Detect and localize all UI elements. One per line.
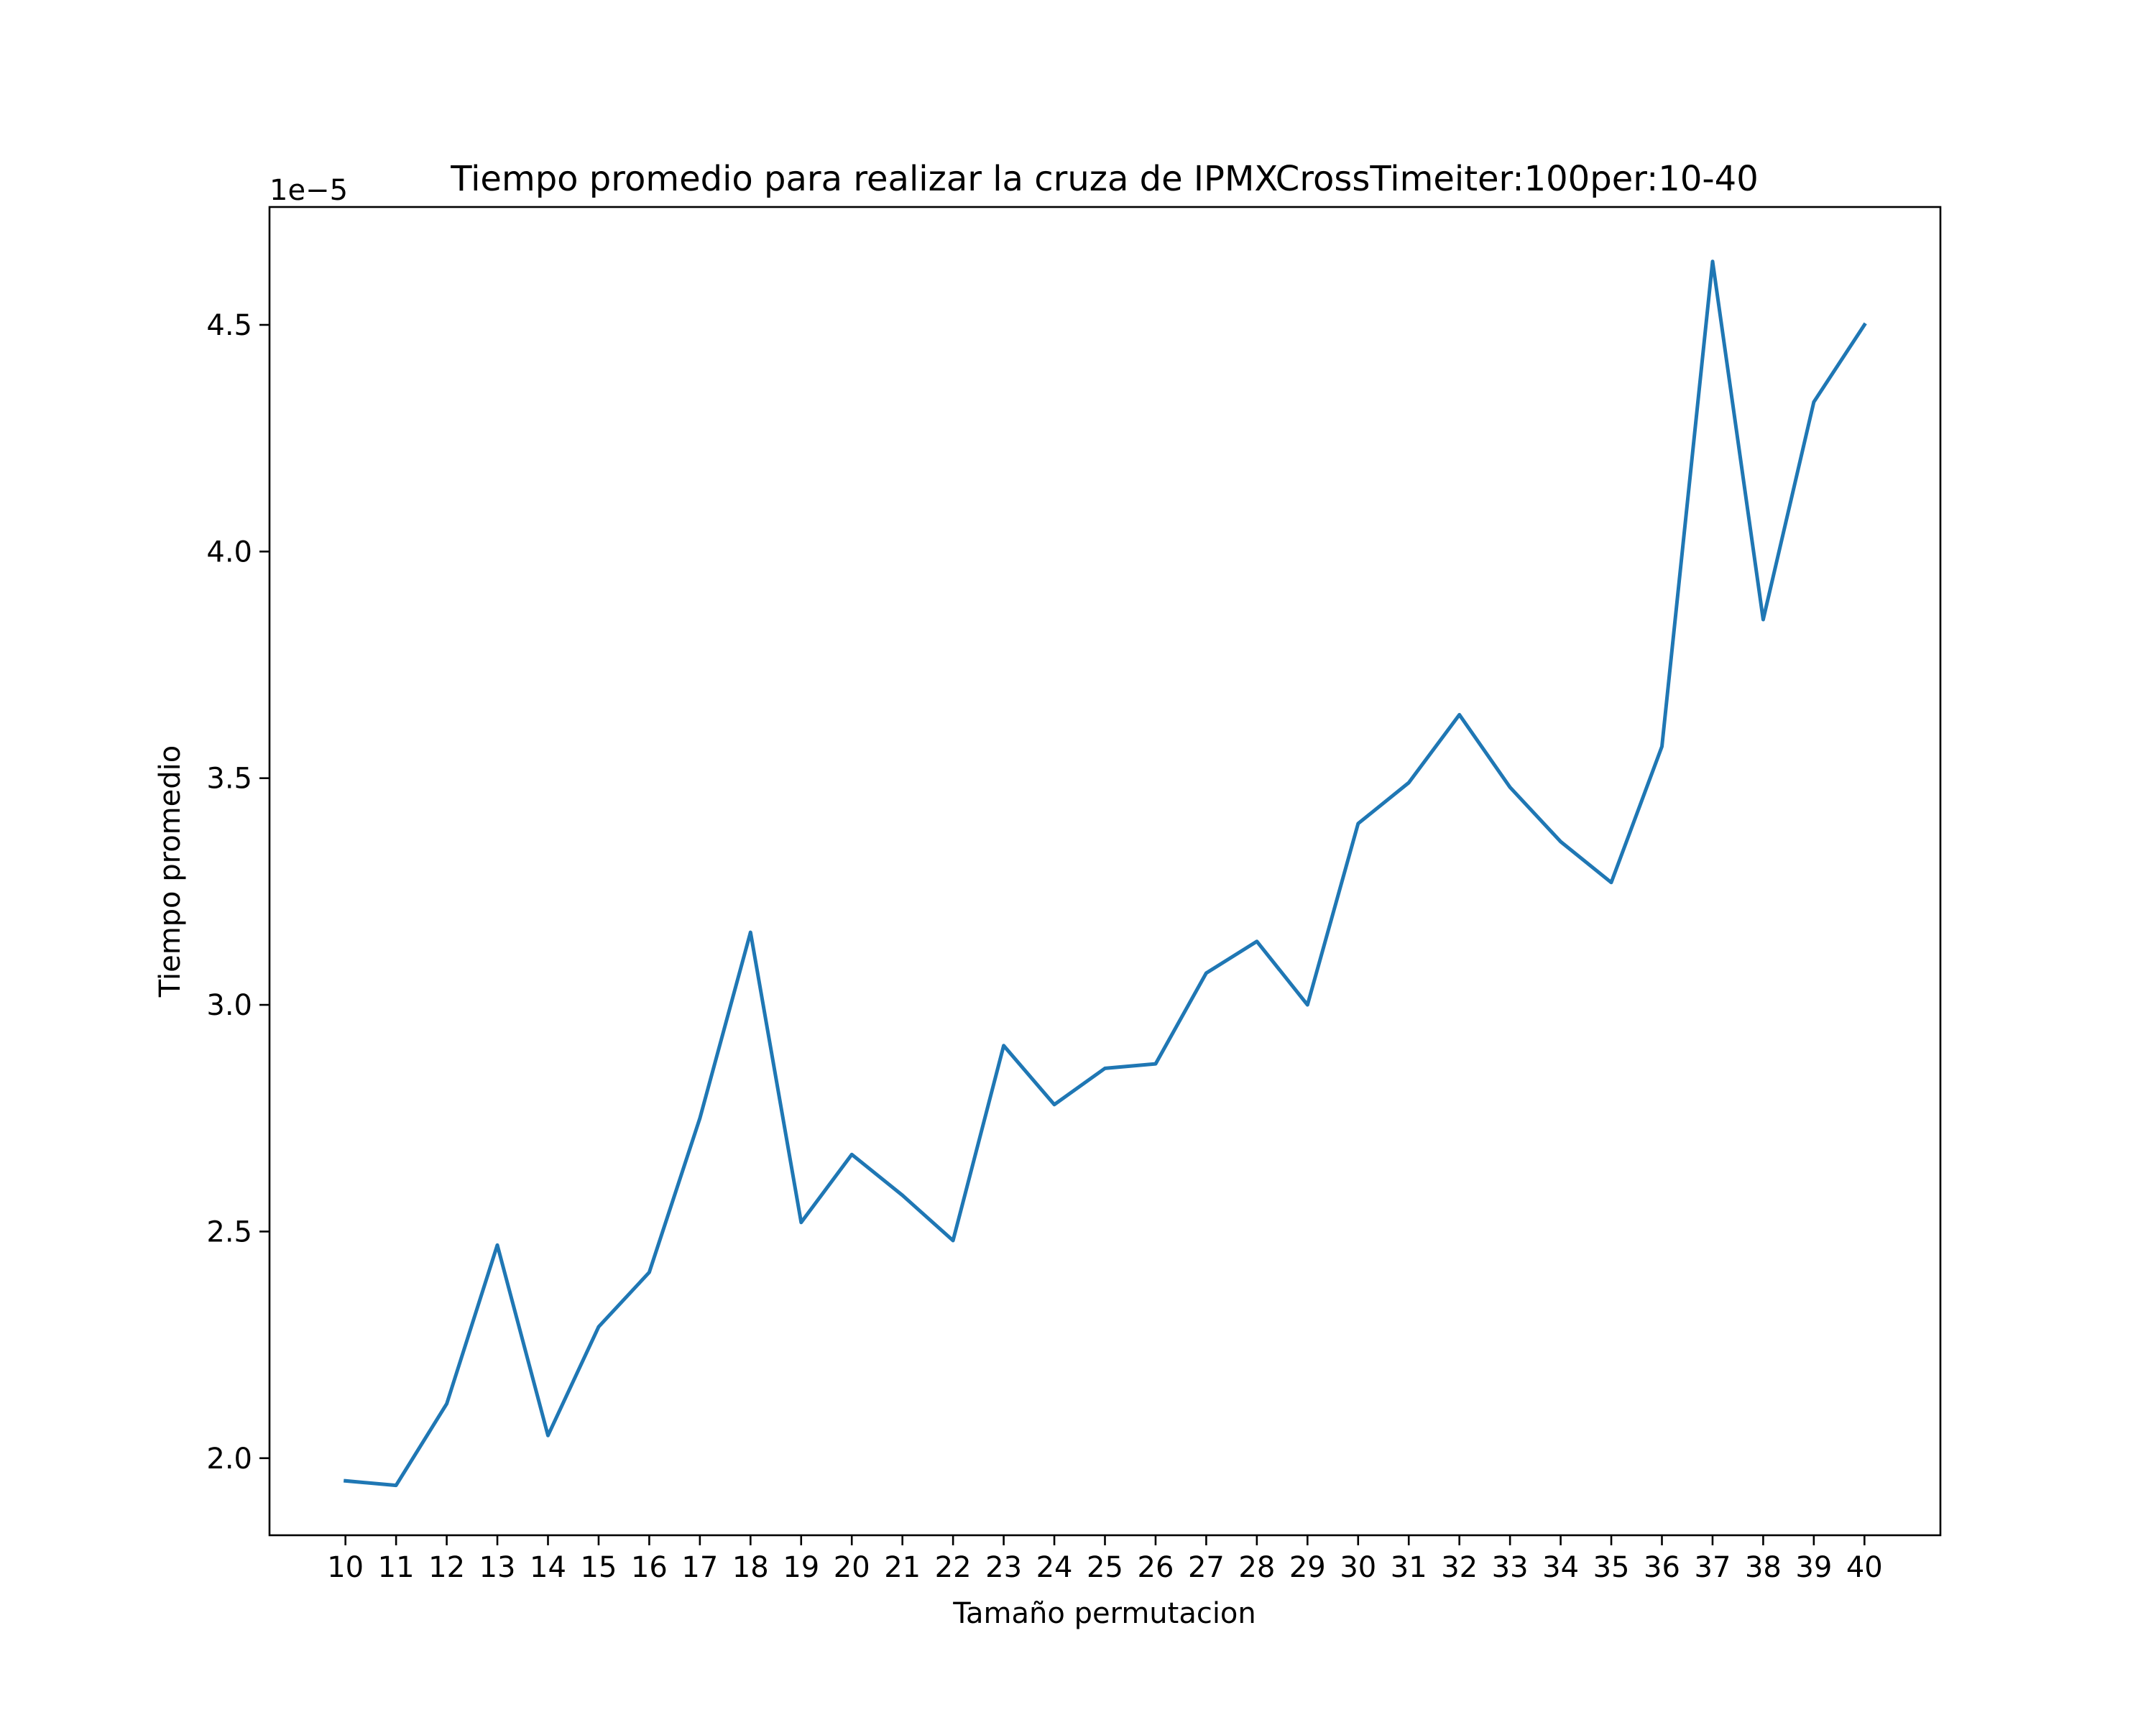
x-tick-label: 36 xyxy=(1644,1551,1680,1584)
x-tick-label: 18 xyxy=(732,1551,769,1584)
x-tick-label: 14 xyxy=(530,1551,566,1584)
x-tick-label: 29 xyxy=(1289,1551,1326,1584)
x-tick-label: 31 xyxy=(1391,1551,1427,1584)
y-offset-label: 1e−5 xyxy=(270,174,348,207)
x-tick-label: 15 xyxy=(581,1551,617,1584)
x-tick-label: 32 xyxy=(1441,1551,1478,1584)
x-tick-label: 24 xyxy=(1036,1551,1073,1584)
y-tick-label: 4.5 xyxy=(206,309,252,342)
y-tick-label: 4.0 xyxy=(206,535,252,569)
x-tick-label: 34 xyxy=(1542,1551,1579,1584)
x-tick-label: 27 xyxy=(1188,1551,1225,1584)
plot-area xyxy=(343,259,1867,1488)
x-tick-label: 22 xyxy=(935,1551,972,1584)
x-tick-label: 10 xyxy=(327,1551,364,1584)
y-tick-label: 3.5 xyxy=(206,763,252,796)
x-tick-label: 39 xyxy=(1795,1551,1832,1584)
x-tick-label: 33 xyxy=(1492,1551,1529,1584)
y-axis-label: Tiempo promedio xyxy=(154,745,187,998)
x-tick-label: 26 xyxy=(1138,1551,1174,1584)
x-axis-label: Tamaño permutacion xyxy=(952,1597,1256,1630)
y-tick-label: 3.0 xyxy=(206,989,252,1022)
x-tick-label: 28 xyxy=(1238,1551,1275,1584)
x-axis-ticks: 10 11 12 13 14 15 16 17 18 19 20 21 22 23 24 25 26 27 28 29… xyxy=(327,1535,1883,1584)
y-tick-label: 2.0 xyxy=(206,1443,252,1476)
x-tick-label: 16 xyxy=(631,1551,668,1584)
x-tick-label: 12 xyxy=(428,1551,465,1584)
y-tick-label: 2.5 xyxy=(206,1215,252,1248)
x-tick-label: 20 xyxy=(834,1551,870,1584)
chart-title: Tiempo promedio para realizar la cruza d… xyxy=(450,159,1759,199)
y-axis-ticks: 2.0 2.5 3.0 3.5 4.0 4.5 xyxy=(206,309,270,1476)
x-tick-label: 21 xyxy=(884,1551,921,1584)
x-tick-label: 38 xyxy=(1745,1551,1782,1584)
x-tick-label: 11 xyxy=(378,1551,415,1584)
x-tick-label: 40 xyxy=(1846,1551,1883,1584)
x-tick-label: 30 xyxy=(1340,1551,1376,1584)
x-tick-label: 25 xyxy=(1087,1551,1123,1584)
x-tick-label: 13 xyxy=(479,1551,516,1584)
x-tick-label: 23 xyxy=(985,1551,1022,1584)
x-tick-label: 35 xyxy=(1593,1551,1630,1584)
series-line xyxy=(343,259,1867,1488)
x-tick-label: 17 xyxy=(681,1551,718,1584)
x-tick-label: 19 xyxy=(783,1551,819,1584)
x-tick-label: 37 xyxy=(1695,1551,1731,1584)
